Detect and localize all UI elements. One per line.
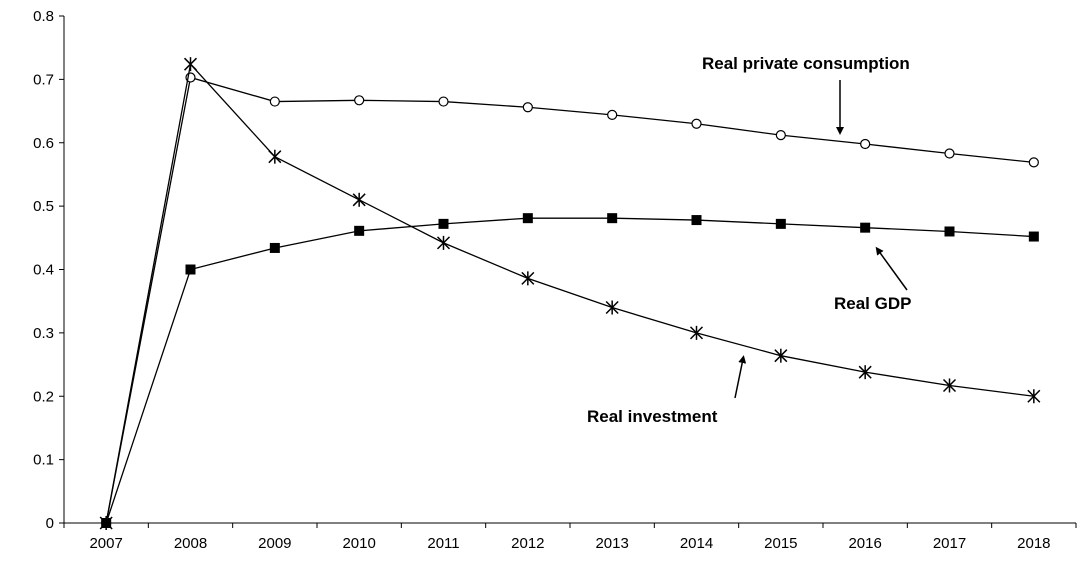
x-tick-label: 2009 (258, 535, 291, 552)
data-point (99, 516, 113, 530)
series-line-real-investment (105, 62, 1034, 524)
data-point (774, 348, 788, 363)
y-tick-label: 0.6 (33, 135, 54, 152)
data-point (775, 218, 786, 229)
y-tick-label: 0.4 (33, 262, 54, 279)
y-tick-label: 0.1 (33, 452, 54, 469)
series-line-real-private-consumption (105, 76, 1034, 524)
arrow-real-investment (734, 355, 747, 399)
x-tick-label: 2016 (848, 535, 881, 552)
series-real-investment (99, 57, 1041, 530)
y-tick-label: 0 (46, 515, 54, 532)
data-point (944, 148, 955, 159)
data-point (183, 57, 198, 72)
data-point (691, 215, 702, 226)
x-tick-label: 2007 (89, 535, 122, 552)
data-point (1027, 389, 1041, 404)
series-group (99, 57, 1041, 530)
data-point (775, 130, 786, 141)
axes: 0 0.1 0.2 0.3 0.4 0.5 0.6 0.7 0.8 2007 2008 2009 201… (33, 8, 1077, 552)
data-point (942, 378, 957, 393)
data-point (269, 96, 280, 107)
x-tick-label: 2018 (1017, 535, 1050, 552)
data-point (605, 300, 619, 315)
data-point (689, 325, 704, 340)
data-point (438, 96, 449, 107)
data-point (436, 235, 451, 250)
x-tick-label: 2008 (174, 535, 207, 552)
y-tick-label: 0.8 (33, 8, 54, 25)
data-point (521, 271, 535, 286)
data-point (269, 242, 280, 253)
y-tick-label: 0.5 (33, 198, 54, 215)
data-point (607, 213, 618, 224)
data-point (522, 102, 533, 113)
data-point (354, 225, 365, 236)
arrow-real-gdp (875, 246, 908, 291)
annotation-real-gdp: Real GDP (834, 294, 911, 313)
data-point (438, 218, 449, 229)
x-tick-label: 2013 (595, 535, 628, 552)
x-tick-label: 2010 (342, 535, 375, 552)
x-tick-label: 2017 (933, 535, 966, 552)
data-point (944, 226, 955, 237)
x-tick-label: 2012 (511, 535, 544, 552)
data-point (607, 109, 618, 120)
annotations: Real private consumption Real GDP Real i… (587, 54, 911, 426)
data-point (522, 213, 533, 224)
data-point (691, 118, 702, 129)
series-line-real-gdp (105, 217, 1034, 524)
data-point (354, 95, 365, 106)
data-point (352, 192, 366, 207)
data-point (858, 365, 872, 380)
x-tick-label: 2014 (680, 535, 713, 552)
series-real-private-consumption (101, 72, 1039, 529)
data-point (860, 138, 871, 150)
annotation-real-private-consumption: Real private consumption (702, 54, 910, 73)
y-tick-label: 0.7 (33, 71, 54, 88)
series-real-gdp (101, 213, 1039, 528)
y-tick-label: 0.3 (33, 325, 54, 342)
data-point (860, 222, 871, 233)
x-tick-label: 2015 (764, 535, 797, 552)
annotation-real-investment: Real investment (587, 407, 718, 426)
data-point (268, 149, 282, 164)
data-point (185, 264, 196, 275)
data-point (1028, 157, 1039, 168)
y-tick-label: 0.2 (33, 388, 54, 405)
x-tick-label: 2011 (427, 535, 459, 552)
data-point (1028, 231, 1039, 242)
